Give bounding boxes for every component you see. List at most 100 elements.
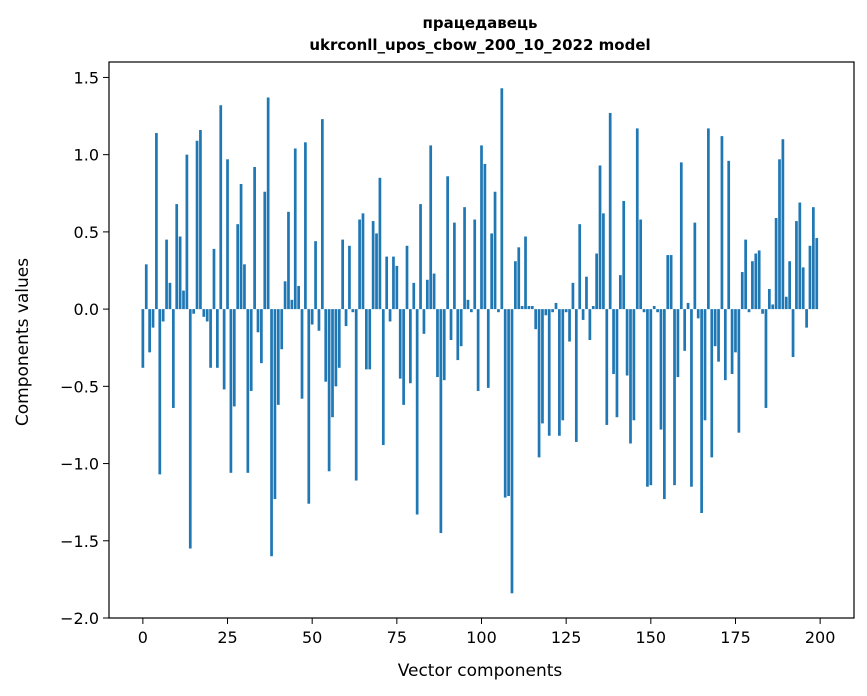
bar-102 <box>486 309 490 388</box>
bar-165 <box>700 309 703 513</box>
bar-2 <box>148 309 151 353</box>
bar-153 <box>659 309 663 430</box>
bar-39 <box>273 309 277 500</box>
x-tick-label: 150 <box>636 628 667 647</box>
bar-97 <box>469 309 473 313</box>
x-tick-label: 25 <box>217 628 237 647</box>
bar-83 <box>422 309 426 334</box>
y-tick-label: −2.0 <box>60 609 99 628</box>
bar-50 <box>310 309 314 325</box>
bar-149 <box>646 309 649 487</box>
chart-title: працедавець <box>422 14 537 32</box>
bar-90 <box>446 176 449 310</box>
bar-19 <box>205 309 209 322</box>
y-tick-label: −0.5 <box>60 377 99 396</box>
bar-121 <box>551 309 554 313</box>
bar-94 <box>459 309 463 347</box>
bar-38 <box>270 309 273 557</box>
bar-131 <box>585 276 588 310</box>
x-tick-label: 100 <box>466 628 497 647</box>
bar-188 <box>778 159 781 310</box>
bar-129 <box>578 224 582 310</box>
bar-23 <box>219 105 223 310</box>
bar-30 <box>243 264 246 310</box>
bar-122 <box>554 302 558 310</box>
bar-1 <box>144 264 148 310</box>
bar-9 <box>171 309 175 408</box>
bar-17 <box>199 129 202 310</box>
bar-195 <box>801 267 805 310</box>
bar-74 <box>392 256 395 310</box>
bar-184 <box>764 309 768 408</box>
bar-185 <box>767 289 771 310</box>
bar-180 <box>751 261 754 310</box>
bar-80 <box>412 282 416 310</box>
bar-167 <box>707 128 710 310</box>
y-tick-label: 1.5 <box>74 68 99 87</box>
bar-177 <box>740 272 744 310</box>
bar-139 <box>612 309 615 374</box>
bar-110 <box>514 261 517 310</box>
bar-59 <box>341 239 345 310</box>
bar-186 <box>771 304 775 310</box>
bar-161 <box>686 302 690 310</box>
bar-12 <box>182 290 185 310</box>
bar-22 <box>216 309 219 368</box>
x-tick-label: 75 <box>387 628 407 647</box>
bar-3 <box>151 309 155 328</box>
bar-29 <box>239 184 243 310</box>
bar-14 <box>188 309 192 549</box>
bar-76 <box>398 309 402 379</box>
bar-52 <box>317 309 321 331</box>
bar-61 <box>348 245 351 310</box>
bar-193 <box>795 221 798 310</box>
bar-21 <box>212 248 216 310</box>
bar-146 <box>635 128 639 310</box>
bar-25 <box>226 159 229 310</box>
bar-162 <box>690 309 693 487</box>
bar-37 <box>266 97 270 310</box>
bar-93 <box>456 309 460 361</box>
x-axis-label: Vector components <box>398 661 563 681</box>
bar-96 <box>466 299 470 310</box>
bar-143 <box>625 309 629 376</box>
bar-71 <box>381 309 385 446</box>
bar-113 <box>524 236 527 310</box>
y-tick-label: 1.0 <box>74 146 99 165</box>
bar-77 <box>402 309 405 405</box>
bar-27 <box>232 309 236 407</box>
bar-0 <box>141 309 145 368</box>
bar-8 <box>168 282 172 310</box>
bar-53 <box>320 119 324 310</box>
bar-196 <box>805 309 808 328</box>
bar-183 <box>761 309 764 314</box>
bar-187 <box>774 217 778 310</box>
bar-130 <box>581 309 585 320</box>
bar-42 <box>283 281 287 310</box>
bar-141 <box>618 275 622 310</box>
bar-136 <box>602 213 605 310</box>
bar-145 <box>632 309 636 421</box>
bar-182 <box>757 250 761 310</box>
bar-150 <box>649 309 653 486</box>
bar-20 <box>209 309 212 368</box>
bar-7 <box>165 239 168 310</box>
bar-174 <box>730 309 734 374</box>
bar-199 <box>815 238 819 310</box>
bar-142 <box>622 201 626 310</box>
bar-125 <box>564 309 568 313</box>
bar-170 <box>717 309 720 362</box>
bar-197 <box>808 245 812 310</box>
bar-108 <box>507 309 510 496</box>
bar-109 <box>510 309 514 594</box>
x-tick-label: 175 <box>720 628 751 647</box>
bar-88 <box>439 309 443 534</box>
bar-155 <box>666 255 670 310</box>
y-tick-label: −1.5 <box>60 532 99 551</box>
bar-75 <box>395 265 399 310</box>
bar-178 <box>744 239 747 310</box>
bar-152 <box>656 309 659 313</box>
bar-106 <box>500 88 504 310</box>
bar-163 <box>693 222 697 310</box>
bar-176 <box>737 309 741 433</box>
